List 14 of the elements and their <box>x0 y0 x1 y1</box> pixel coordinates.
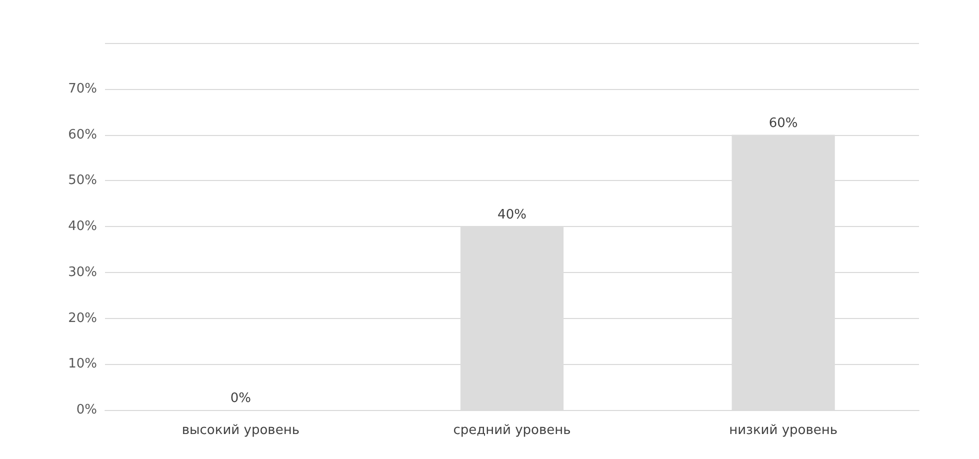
data-label: 40% <box>498 208 526 222</box>
data-label: 60% <box>768 116 798 131</box>
y-tick-label: 20% <box>68 310 97 326</box>
y-tick-label: 0% <box>76 402 97 418</box>
y-tick-label: 30% <box>68 264 97 280</box>
data-label: 0% <box>230 391 251 406</box>
y-tick-label: 60% <box>68 127 97 142</box>
y-tick-label: 50% <box>68 173 97 188</box>
x-tick-label: средний уровень <box>453 423 571 438</box>
y-tick-label: 40% <box>68 219 97 234</box>
x-tick-label: низкий уровень <box>729 423 838 438</box>
y-tick-label: 70% <box>68 81 97 96</box>
y-tick-label: 10% <box>68 356 97 372</box>
x-tick-label: высокий уровень <box>182 423 300 438</box>
